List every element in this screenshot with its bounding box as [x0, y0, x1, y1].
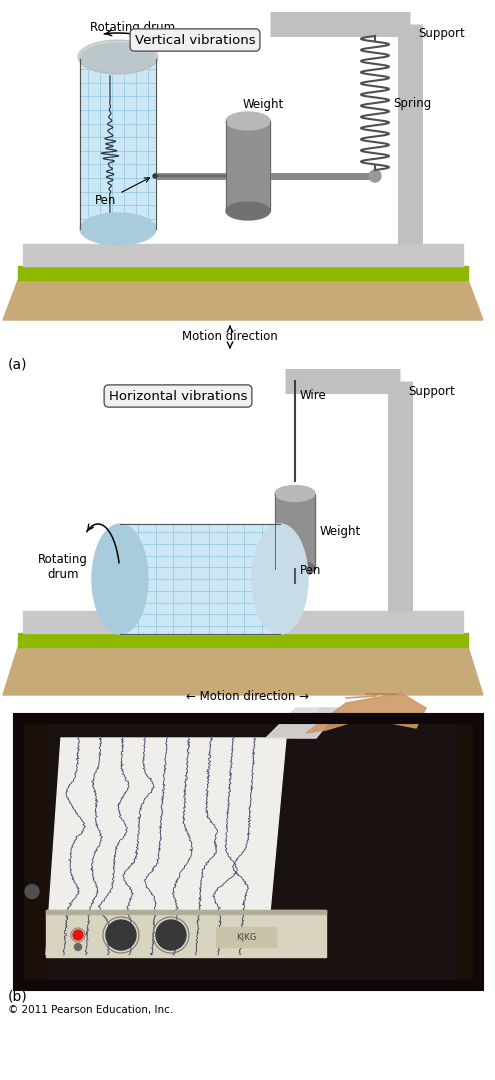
Polygon shape — [3, 647, 483, 696]
Circle shape — [73, 930, 83, 940]
Text: Horizontal vibrations: Horizontal vibrations — [109, 390, 247, 403]
Text: ← Motion direction →: ← Motion direction → — [187, 690, 309, 703]
Text: Spring: Spring — [393, 96, 431, 109]
Text: Pen: Pen — [95, 178, 149, 207]
Ellipse shape — [275, 561, 315, 577]
Text: (a): (a) — [8, 357, 28, 372]
Ellipse shape — [275, 486, 315, 501]
Text: Motion direction: Motion direction — [182, 330, 278, 343]
Circle shape — [75, 944, 82, 950]
Bar — [46, 910, 326, 957]
Text: K|KG: K|KG — [236, 932, 256, 942]
Text: © 2011 Pearson Education, Inc.: © 2011 Pearson Education, Inc. — [8, 1005, 173, 1015]
Text: Weight: Weight — [320, 525, 361, 538]
Ellipse shape — [252, 524, 308, 634]
Bar — [275, 494, 315, 568]
Circle shape — [106, 920, 136, 950]
Text: Rotating drum: Rotating drum — [90, 21, 175, 33]
Polygon shape — [46, 738, 286, 955]
Text: Vertical vibrations: Vertical vibrations — [135, 33, 255, 46]
Text: Support: Support — [408, 384, 455, 397]
Bar — [23, 611, 463, 633]
Text: Pen: Pen — [300, 564, 321, 577]
Polygon shape — [266, 708, 341, 738]
Bar — [18, 718, 478, 985]
Ellipse shape — [226, 112, 270, 130]
Polygon shape — [306, 693, 426, 733]
Ellipse shape — [226, 202, 270, 220]
Bar — [18, 718, 46, 985]
Bar — [120, 524, 280, 634]
Circle shape — [156, 920, 186, 950]
Bar — [216, 927, 276, 947]
Circle shape — [25, 885, 39, 899]
Bar — [18, 633, 468, 647]
Text: Wire: Wire — [300, 389, 327, 402]
Ellipse shape — [80, 213, 156, 245]
Text: Rotating
drum: Rotating drum — [38, 553, 88, 581]
Text: Support: Support — [418, 27, 465, 40]
Text: (b): (b) — [8, 990, 28, 1004]
Circle shape — [153, 174, 157, 178]
Ellipse shape — [92, 524, 148, 634]
Polygon shape — [3, 280, 483, 320]
Polygon shape — [296, 708, 341, 738]
Circle shape — [369, 170, 381, 183]
Ellipse shape — [80, 43, 156, 75]
Text: Weight: Weight — [243, 98, 284, 111]
Bar — [18, 266, 468, 280]
Bar — [46, 910, 326, 914]
Bar — [456, 718, 478, 985]
Bar — [23, 244, 463, 266]
Bar — [80, 59, 156, 229]
Bar — [18, 718, 478, 985]
Ellipse shape — [78, 40, 158, 75]
Bar — [226, 121, 270, 211]
